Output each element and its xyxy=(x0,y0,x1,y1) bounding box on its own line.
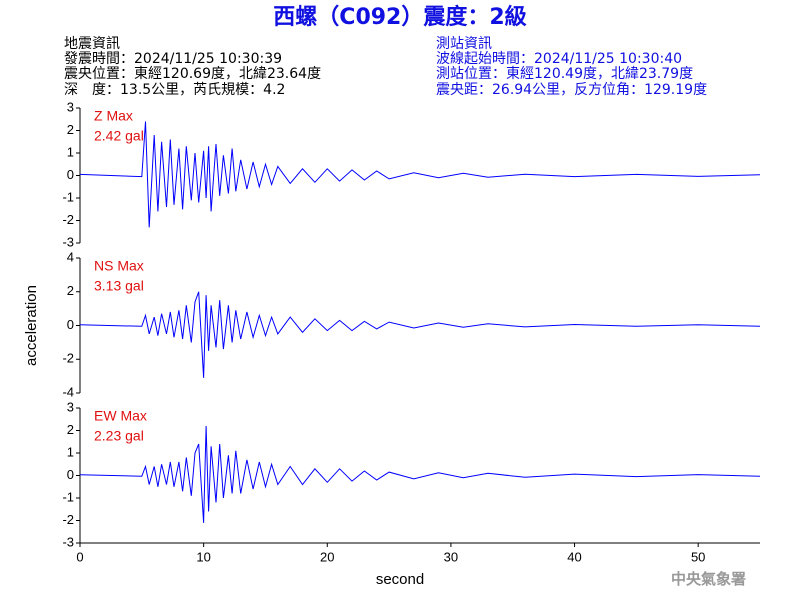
y-tick-label: -4 xyxy=(62,384,74,399)
info-left: 深 度：13.5公里，芮氏規模：4.2 xyxy=(64,81,285,98)
waveform xyxy=(79,121,761,228)
info-right: 震央距：26.94公里，反方位角：129.19度 xyxy=(436,82,707,98)
y-tick-label: -2 xyxy=(62,351,74,366)
y-tick-label: -1 xyxy=(62,489,74,504)
y-tick-label: 2 xyxy=(67,122,74,137)
info-left: 地震資訊 xyxy=(64,36,120,52)
y-tick-label: 1 xyxy=(67,444,74,459)
x-tick-label: 40 xyxy=(567,549,581,564)
x-tick-label: 50 xyxy=(691,549,705,564)
y-tick-label: 2 xyxy=(67,422,74,437)
y-tick-label: 3 xyxy=(67,399,74,414)
max-annotation: NS Max xyxy=(94,258,144,274)
max-annotation: 3.13 gal xyxy=(94,278,144,294)
y-tick-label: 0 xyxy=(67,167,74,182)
x-tick-label: 20 xyxy=(320,549,334,564)
info-right: 波線起始時間：2024/11/25 10:30:40 xyxy=(436,51,682,67)
y-tick-label: 2 xyxy=(67,283,74,298)
waveform xyxy=(79,291,761,378)
info-right: 測站資訊 xyxy=(436,36,492,52)
y-tick-label: 4 xyxy=(67,249,74,264)
y-axis-label: acceleration xyxy=(23,285,40,366)
max-annotation: 2.42 gal xyxy=(94,128,144,144)
y-tick-label: 1 xyxy=(67,144,74,159)
y-tick-label: -1 xyxy=(62,189,74,204)
x-axis-label: second xyxy=(376,571,424,588)
y-tick-label: 3 xyxy=(67,99,74,114)
max-annotation: Z Max xyxy=(94,108,133,124)
x-tick-label: 10 xyxy=(196,549,210,564)
y-tick-label: 0 xyxy=(67,467,74,482)
footer: 中央氣象署 xyxy=(671,570,746,588)
waveform xyxy=(79,425,761,523)
y-tick-label: -3 xyxy=(62,234,74,249)
y-tick-label: -2 xyxy=(62,212,74,227)
info-left: 發震時間：2024/11/25 10:30:39 xyxy=(64,51,282,67)
info-right: 測站位置：東經120.49度，北緯23.79度 xyxy=(436,66,693,82)
x-tick-label: 30 xyxy=(444,549,458,564)
y-tick-label: 0 xyxy=(67,317,74,332)
max-annotation: EW Max xyxy=(94,408,147,424)
max-annotation: 2.23 gal xyxy=(94,428,144,444)
y-tick-label: -3 xyxy=(62,534,74,549)
x-tick-label: 0 xyxy=(76,549,83,564)
title: 西螺（C092）震度：2級 xyxy=(273,4,526,30)
info-left: 震央位置：東經120.69度，北緯23.64度 xyxy=(64,66,321,82)
y-tick-label: -2 xyxy=(62,512,74,527)
